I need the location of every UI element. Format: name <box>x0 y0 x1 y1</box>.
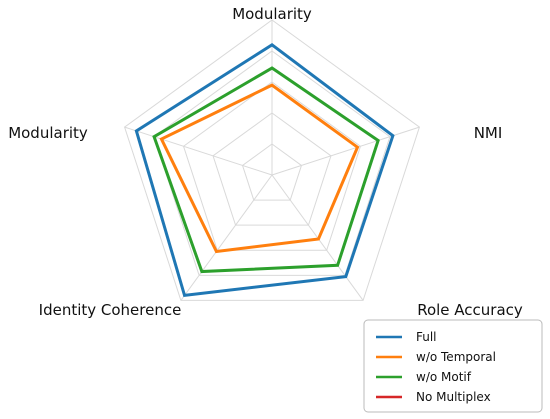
legend-label-2: w/o Motif <box>416 370 472 384</box>
grid-ring-2 <box>182 81 362 251</box>
grid-ring-3 <box>153 50 391 276</box>
axis-label-0: Modularity <box>232 5 312 23</box>
legend-label-1: w/o Temporal <box>416 350 496 364</box>
series-line-2 <box>152 66 380 274</box>
series-line-0 <box>134 42 395 298</box>
radar-grid <box>123 19 421 301</box>
legend: Full w/o Temporal w/o Motif No Multiplex <box>363 319 543 413</box>
series-line-1 <box>159 83 360 254</box>
axis-label-2: Role Accuracy <box>417 301 523 319</box>
grid-spoke-1 <box>271 126 420 176</box>
legend-label-3: No Multiplex <box>416 390 491 404</box>
grid-spoke-3 <box>180 174 273 301</box>
legend-label-0: Full <box>416 330 437 344</box>
grid-ring-4 <box>123 19 421 301</box>
axis-label-1: NMI <box>474 124 503 142</box>
radar-series <box>134 42 395 298</box>
grid-ring-0 <box>241 143 303 201</box>
grid-spoke-4 <box>124 126 273 176</box>
legend-frame <box>363 319 543 413</box>
axis-label-3: Identity Coherence <box>39 301 182 319</box>
grid-ring-1 <box>212 112 332 226</box>
axis-label-4: Modularity <box>8 124 88 142</box>
